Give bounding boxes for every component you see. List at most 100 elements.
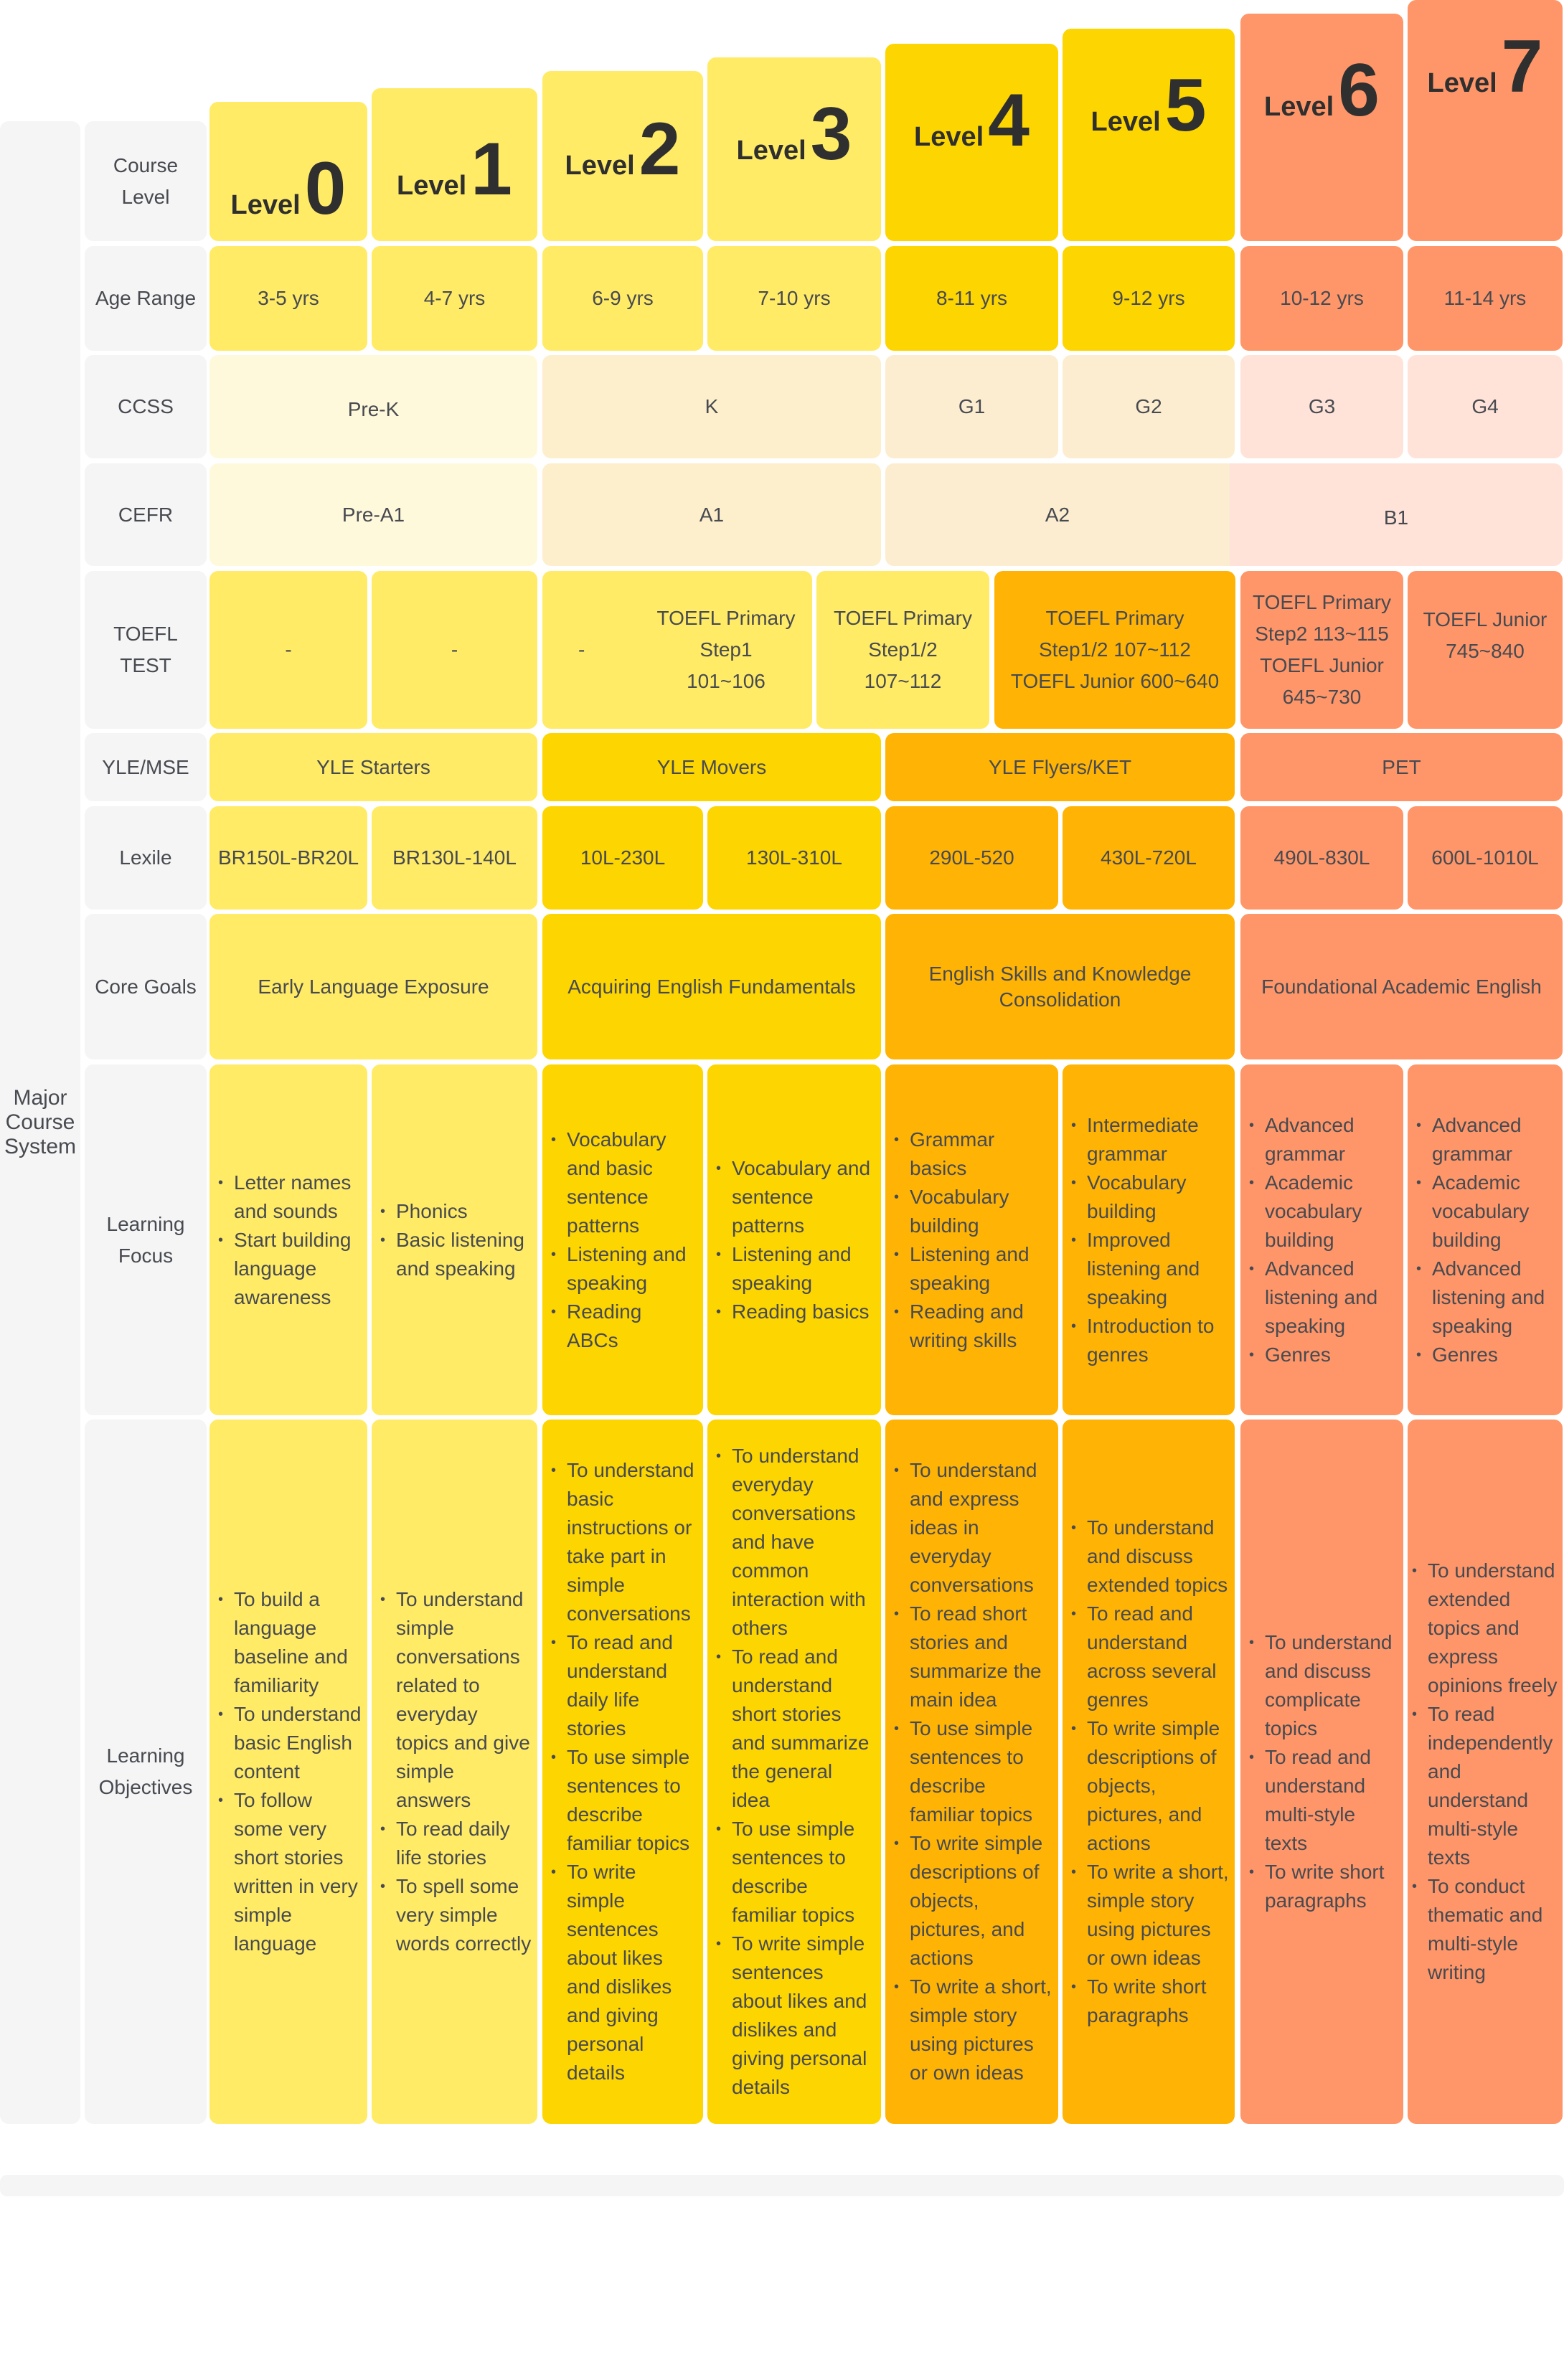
level-number: 5 bbox=[1164, 64, 1207, 147]
focus-cell: PhonicsBasic listening and speaking bbox=[372, 1064, 537, 1415]
core-goal-cell: Acquiring English Fundamentals bbox=[542, 914, 881, 1059]
focus-list: Grammar basicsVocabulary buildingListeni… bbox=[891, 1125, 1052, 1355]
age-cell: 7-10 yrs bbox=[707, 246, 881, 351]
objectives-list: To understand simple conversations relat… bbox=[377, 1585, 532, 1958]
level-word: Level bbox=[396, 171, 467, 202]
list-item: Letter names and sounds bbox=[215, 1168, 362, 1226]
major-course-system-label: Major Course System bbox=[0, 121, 80, 2124]
list-item: Advanced listening and speaking bbox=[1413, 1255, 1557, 1341]
row-label-ccss: CCSS bbox=[85, 355, 207, 458]
yle-cell: YLE Starters bbox=[209, 733, 537, 801]
list-item: To follow some very short stories writte… bbox=[215, 1786, 362, 1958]
cefr-cell: B1 bbox=[1230, 463, 1563, 566]
ccss-cell: Pre-K bbox=[209, 355, 537, 458]
lexile-cell: 290L-520 bbox=[885, 806, 1058, 910]
list-item: To write a short, simple story using pic… bbox=[1068, 1858, 1229, 1973]
objectives-list: To understand everyday conversations and… bbox=[713, 1442, 875, 2102]
list-item: Improved listening and speaking bbox=[1068, 1226, 1229, 1312]
list-item: To spell some very simple words correctl… bbox=[377, 1872, 532, 1958]
focus-cell: Vocabulary and sentence patternsListenin… bbox=[707, 1064, 881, 1415]
list-item: To use simple sentences to describe fami… bbox=[548, 1743, 697, 1858]
toefl-cell: - bbox=[372, 571, 537, 729]
yle-cell: YLE Flyers/KET bbox=[885, 733, 1235, 801]
age-cell: 11-14 yrs bbox=[1408, 246, 1563, 351]
level-number: 1 bbox=[471, 128, 512, 211]
list-item: To use simple sentences to describe fami… bbox=[891, 1714, 1052, 1829]
list-item: To write simple descriptions of objects,… bbox=[1068, 1714, 1229, 1858]
ccss-cell: G3 bbox=[1240, 355, 1403, 458]
list-item: Reading and writing skills bbox=[891, 1298, 1052, 1355]
level-header-2: Level 2 bbox=[542, 71, 703, 241]
yle-cell: PET bbox=[1240, 733, 1563, 801]
list-item: Phonics bbox=[377, 1197, 532, 1226]
list-item: To write simple sentences about likes an… bbox=[713, 1930, 875, 2102]
objectives-cell: To understand extended topics and expres… bbox=[1408, 1420, 1563, 2124]
toefl-cell: TOEFL Primary Step2 113~115 TOEFL Junior… bbox=[1240, 571, 1403, 729]
cefr-cell: A1 bbox=[542, 463, 881, 566]
age-cell: 8-11 yrs bbox=[885, 246, 1058, 351]
list-item: To write short paragraphs bbox=[1246, 1858, 1398, 1915]
list-item: To understand extended topics and expres… bbox=[1409, 1557, 1561, 1700]
row-label-learning-objectives: Learning Objectives bbox=[85, 1420, 207, 2124]
list-item: To understand basic instructions or take… bbox=[548, 1456, 697, 1628]
focus-cell: Intermediate grammarVocabulary buildingI… bbox=[1063, 1064, 1235, 1415]
objectives-list: To build a language baseline and familia… bbox=[215, 1585, 362, 1958]
level-header-1: Level 1 bbox=[372, 88, 537, 241]
list-item: To read and understand across several ge… bbox=[1068, 1600, 1229, 1714]
focus-list: Letter names and soundsStart building la… bbox=[215, 1168, 362, 1312]
age-cell: 6-9 yrs bbox=[542, 246, 703, 351]
list-item: Grammar basics bbox=[891, 1125, 1052, 1183]
focus-list: Vocabulary and basic sentence patternsLi… bbox=[548, 1125, 697, 1355]
list-item: Genres bbox=[1413, 1341, 1557, 1369]
focus-list: PhonicsBasic listening and speaking bbox=[377, 1197, 532, 1283]
row-label-learning-focus: Learning Focus bbox=[85, 1064, 207, 1415]
list-item: Reading ABCs bbox=[548, 1298, 697, 1355]
level-number: 4 bbox=[988, 79, 1030, 162]
lexile-cell: 430L-720L bbox=[1063, 806, 1235, 910]
list-item: To read and understand daily life storie… bbox=[548, 1628, 697, 1743]
list-item: Reading basics bbox=[713, 1298, 875, 1326]
list-item: Vocabulary building bbox=[1068, 1168, 1229, 1226]
list-item: Basic listening and speaking bbox=[377, 1226, 532, 1283]
focus-cell: Advanced grammarAcademic vocabulary buil… bbox=[1408, 1064, 1563, 1415]
core-goal-cell: Early Language Exposure bbox=[209, 914, 537, 1059]
objectives-cell: To understand basic instructions or take… bbox=[542, 1420, 703, 2124]
list-item: Vocabulary and sentence patterns bbox=[713, 1154, 875, 1240]
level-number: 0 bbox=[304, 147, 347, 230]
ccss-cell: G2 bbox=[1063, 355, 1235, 458]
toefl-cell: - bbox=[209, 571, 367, 729]
list-item: To read and understand short stories and… bbox=[713, 1643, 875, 1815]
level-number: 7 bbox=[1501, 25, 1543, 108]
list-item: Listening and speaking bbox=[548, 1240, 697, 1298]
objectives-cell: To understand and discuss extended topic… bbox=[1063, 1420, 1235, 2124]
toefl-cell: TOEFL Junior 745~840 bbox=[1408, 571, 1563, 729]
level-header-7: Level 7 bbox=[1408, 0, 1563, 241]
age-cell: 10-12 yrs bbox=[1240, 246, 1403, 351]
focus-cell: Advanced grammarAcademic vocabulary buil… bbox=[1240, 1064, 1403, 1415]
list-item: To understand and discuss complicate top… bbox=[1246, 1628, 1398, 1743]
list-item: Advanced grammar bbox=[1246, 1111, 1398, 1168]
level-header-4: Level 4 bbox=[885, 44, 1058, 241]
list-item: Listening and speaking bbox=[891, 1240, 1052, 1298]
objectives-list: To understand basic instructions or take… bbox=[548, 1456, 697, 2087]
row-label-cefr: CEFR bbox=[85, 463, 207, 566]
list-item: To write a short, simple story using pic… bbox=[891, 1973, 1052, 2087]
toefl-cell: TOEFL Primary Step1/2 107~112 TOEFL Juni… bbox=[994, 571, 1235, 729]
level-word: Level bbox=[230, 190, 301, 221]
toefl-cell: - TOEFL Primary Step1 101~106 bbox=[542, 571, 812, 729]
list-item: To read short stories and summarize the … bbox=[891, 1600, 1052, 1714]
objectives-list: To understand and express ideas in every… bbox=[891, 1456, 1052, 2087]
lexile-cell: 10L-230L bbox=[542, 806, 703, 910]
toefl-dash: - bbox=[578, 638, 585, 661]
list-item: Advanced grammar bbox=[1413, 1111, 1557, 1168]
row-label-toefl: TOEFL TEST bbox=[85, 571, 207, 729]
ccss-cell: G4 bbox=[1408, 355, 1563, 458]
list-item: To conduct thematic and multi-style writ… bbox=[1409, 1872, 1561, 1987]
focus-list: Advanced grammarAcademic vocabulary buil… bbox=[1246, 1111, 1398, 1369]
list-item: Vocabulary building bbox=[891, 1183, 1052, 1240]
bottom-divider-bar bbox=[0, 2175, 1564, 2196]
list-item: To understand and discuss extended topic… bbox=[1068, 1514, 1229, 1600]
row-label-yle: YLE/MSE bbox=[85, 733, 207, 801]
level-header-3: Level 3 bbox=[707, 57, 881, 241]
list-item: To read and understand multi-style texts bbox=[1246, 1743, 1398, 1858]
